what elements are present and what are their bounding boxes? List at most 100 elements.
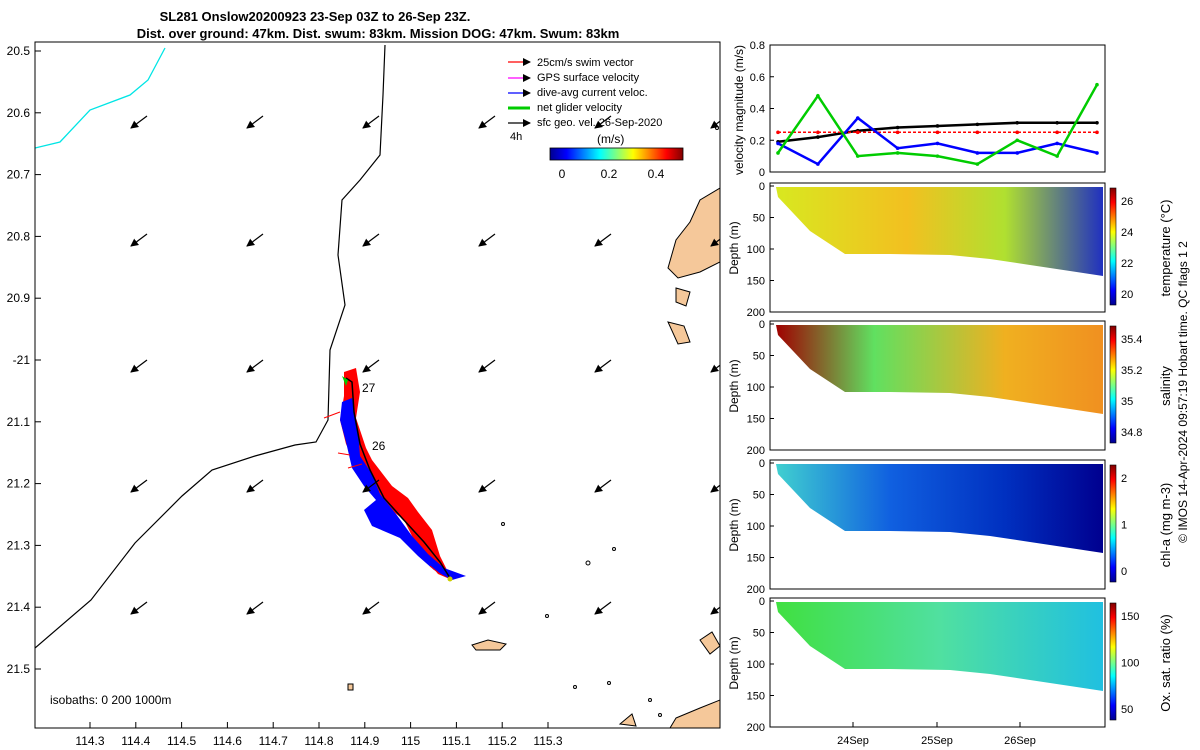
map-xtick-label: 114.6 <box>213 734 242 748</box>
section-ylabel: Depth (m) <box>727 636 741 689</box>
current-vector-track <box>340 398 466 580</box>
colorbar-tick-label: 35 <box>1121 396 1133 408</box>
map-x-axis: 114.3 114.4 114.5 114.6 114.7 114.8 114.9 115 11… <box>75 722 563 748</box>
sfc-velocity-arrow <box>362 359 380 373</box>
velocity-point <box>1015 138 1020 143</box>
glider-track-line <box>345 377 451 579</box>
land-islet <box>471 639 507 651</box>
sfc-velocity-arrow <box>130 115 148 129</box>
velocity-ytick-label: 0.8 <box>750 40 765 52</box>
net-velocity-marker <box>342 376 348 386</box>
velocity-point <box>1015 120 1020 125</box>
section-ylabel: Depth (m) <box>727 359 741 412</box>
colorbar-tick-label: 100 <box>1121 658 1139 670</box>
map-xtick-label: 115.2 <box>488 734 517 748</box>
land-islet <box>618 713 637 727</box>
sfc-velocity-arrow <box>362 115 380 129</box>
map-ytick-label: 21.4 <box>7 600 31 614</box>
depth-tick-label: 50 <box>753 628 765 640</box>
depth-tick-label: 0 <box>759 181 765 193</box>
velocity-point <box>975 122 980 127</box>
land-island-east <box>667 187 720 279</box>
section-colorbar-label: Ox. sat. ratio (%) <box>1158 614 1173 712</box>
colorbar-tick-label: 24 <box>1121 227 1133 239</box>
colorbar-tick-label: 2 <box>1121 473 1127 485</box>
velocity-point <box>975 162 980 166</box>
velocity-point <box>776 141 780 146</box>
colorbar-tick-label: 0 <box>1121 566 1127 578</box>
sfc-velocity-arrow <box>478 479 496 493</box>
velocity-point <box>816 130 820 135</box>
depth-tick-label: 150 <box>747 414 765 426</box>
velocity-series <box>776 82 1099 166</box>
velocity-point <box>935 130 940 135</box>
time-tick-label: 24Sep <box>837 735 869 747</box>
velocity-point <box>1055 141 1059 146</box>
depth-tick-label: 100 <box>747 244 765 256</box>
glider-position-marker <box>447 576 453 582</box>
section-colorbar <box>1109 464 1117 583</box>
figure-title-line1: SL281 Onslow20200923 23-Sep 03Z to 26-Se… <box>160 9 471 24</box>
colorbar-tick-label: 35.4 <box>1121 334 1142 346</box>
sfc-velocity-arrow <box>594 233 612 247</box>
colorbar-tick-label: 22 <box>1121 258 1133 270</box>
sfc-velocity-arrow <box>710 484 720 493</box>
sfc-velocity-arrow <box>246 479 264 493</box>
sfc-velocity-arrow <box>478 115 496 129</box>
time-axis: 24Sep 25Sep 26Sep <box>837 722 1036 747</box>
velocity-frame <box>769 44 1106 173</box>
isobath-0m <box>35 47 166 149</box>
depth-tick-label: 0 <box>759 596 765 608</box>
velocity-ytick-label: 0.6 <box>750 72 765 84</box>
sfc-velocity-arrow <box>710 120 720 129</box>
map-xtick-label: 115.1 <box>442 734 471 748</box>
section-ylabel: Depth (m) <box>727 498 741 551</box>
depth-tick-label: 150 <box>747 553 765 565</box>
section-panel: 0 50 100 150 200 Depth (m) 35.4 35.2 35 34.8 salin… <box>727 319 1173 457</box>
map-ytick-label: 20.5 <box>7 44 31 58</box>
map-panel: 27 26 114.3 114.4 114.5 114.6 114.7 114.8 114.… <box>7 41 721 748</box>
velocity-point <box>1095 130 1099 135</box>
sfc-velocity-arrow <box>478 359 496 373</box>
map-ytick-label: 21.2 <box>7 477 31 491</box>
depth-tick-label: 200 <box>747 445 765 457</box>
legend-swim-label: 25cm/s swim vector <box>537 57 634 69</box>
depth-tick-label: 100 <box>747 659 765 671</box>
small-islets <box>501 126 719 717</box>
depth-tick-label: 50 <box>753 213 765 225</box>
surface-velocity-arrows <box>130 115 720 615</box>
section-panel: 0 50 100 150 200 Depth (m) 26 24 22 20 temperature… <box>727 181 1173 319</box>
velocity-point <box>1015 151 1020 155</box>
map-xtick-label: 114.3 <box>75 734 104 748</box>
sfc-velocity-arrow <box>594 359 612 373</box>
velocity-point <box>935 124 940 128</box>
sfc-velocity-arrow <box>130 233 148 247</box>
colorbar-title: (m/s) <box>597 132 624 146</box>
depth-tick-label: 50 <box>753 490 765 502</box>
map-ytick-label: 20.8 <box>7 229 31 243</box>
velocity-point <box>1095 151 1099 155</box>
sfc-velocity-arrow <box>130 601 148 615</box>
velocity-ytick-label: 0.2 <box>750 135 765 147</box>
section-colorbar <box>1109 187 1117 306</box>
colorbar-tick: 0.4 <box>648 167 665 181</box>
velocity-point <box>935 141 940 146</box>
section-colorbar-label: salinity <box>1158 366 1173 406</box>
velocity-point <box>935 154 940 158</box>
map-xtick-label: 114.4 <box>121 734 150 748</box>
day-label-26: 26 <box>372 439 386 453</box>
map-ytick-label: 21.3 <box>7 538 31 552</box>
sfc-velocity-arrow <box>362 233 380 247</box>
land-islet <box>667 321 691 345</box>
colorbar-tick-label: 1 <box>1121 520 1127 532</box>
velocity-point <box>1095 82 1099 87</box>
velocity-point <box>975 151 980 155</box>
map-ytick-label: 20.9 <box>7 291 31 305</box>
map-ytick-label: 20.7 <box>7 168 31 182</box>
sfc-velocity-arrow <box>130 479 148 493</box>
section-data-field <box>776 464 1103 553</box>
section-colorbar-label: chl-a (mg m-3) <box>1158 483 1173 568</box>
sfc-velocity-arrow <box>362 601 380 615</box>
map-legend: 25cm/s swim vector GPS surface velocity … <box>508 57 684 181</box>
